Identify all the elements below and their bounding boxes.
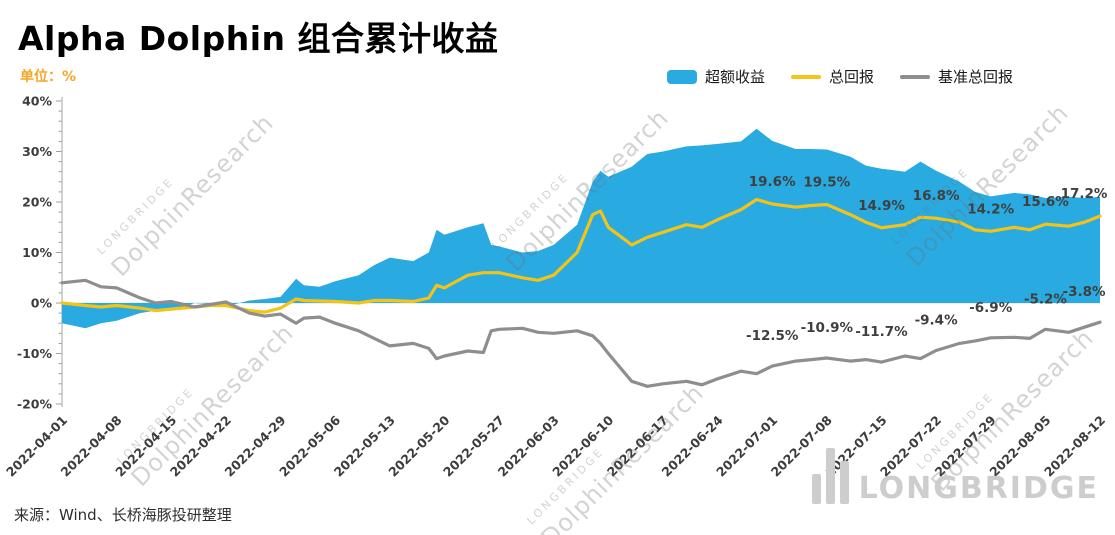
data-label: 14.2%	[967, 201, 1014, 217]
data-label: -9.4%	[915, 313, 959, 329]
legend-label-excess-return: 超额收益	[704, 68, 765, 86]
benchmark-return-line-swatch	[899, 74, 930, 79]
total-return-line	[60, 197, 1102, 314]
total-return-line-swatch	[790, 74, 821, 79]
data-label: -3.8%	[1062, 284, 1106, 300]
excess-return-area	[62, 128, 1100, 329]
data-label: 14.9%	[858, 198, 905, 214]
longbridge-logo: LONGBRIDGE	[811, 448, 1099, 506]
excess-return-area-swatch	[666, 69, 697, 84]
y-axis-label: 30%	[22, 144, 52, 159]
longbridge-logo-text: LONGBRIDGE	[858, 471, 1099, 506]
data-label: 17.2%	[1061, 186, 1108, 202]
data-label: 15.6%	[1022, 194, 1069, 210]
page-title: Alpha Dolphin 组合累计收益	[18, 19, 499, 58]
data-label: -10.9%	[801, 320, 854, 336]
chart-legend: 超额收益 总回报 基准总回报	[666, 66, 1013, 87]
legend-item-benchmark-return: 基准总回报	[899, 66, 1013, 87]
y-axis-label: -20%	[17, 397, 53, 412]
y-axis-label: -10%	[17, 346, 53, 361]
legend-item-excess-return: 超额收益	[666, 66, 765, 87]
data-label: -6.9%	[969, 300, 1013, 316]
data-label: 19.5%	[803, 175, 850, 191]
source-note: 来源：Wind、长桥海豚投研整理	[14, 506, 232, 524]
data-label: 16.8%	[913, 188, 960, 204]
y-axis-label: 20%	[22, 195, 52, 210]
data-label: -12.5%	[746, 328, 799, 344]
legend-label-total-return: 总回报	[828, 68, 874, 86]
longbridge-bars-icon	[811, 448, 849, 504]
data-label: 19.6%	[749, 174, 796, 190]
legend-label-benchmark-return: 基准总回报	[937, 68, 1013, 86]
y-axis-label: 10%	[22, 245, 52, 260]
legend-item-total-return: 总回报	[790, 66, 874, 87]
data-label: -5.2%	[1024, 291, 1068, 307]
unit-label: 单位：%	[20, 69, 77, 85]
benchmark-return-line	[60, 278, 1102, 388]
y-axis-label: 40%	[22, 94, 52, 109]
data-label: -11.7%	[855, 324, 908, 340]
y-axis-label: 0%	[31, 296, 53, 311]
